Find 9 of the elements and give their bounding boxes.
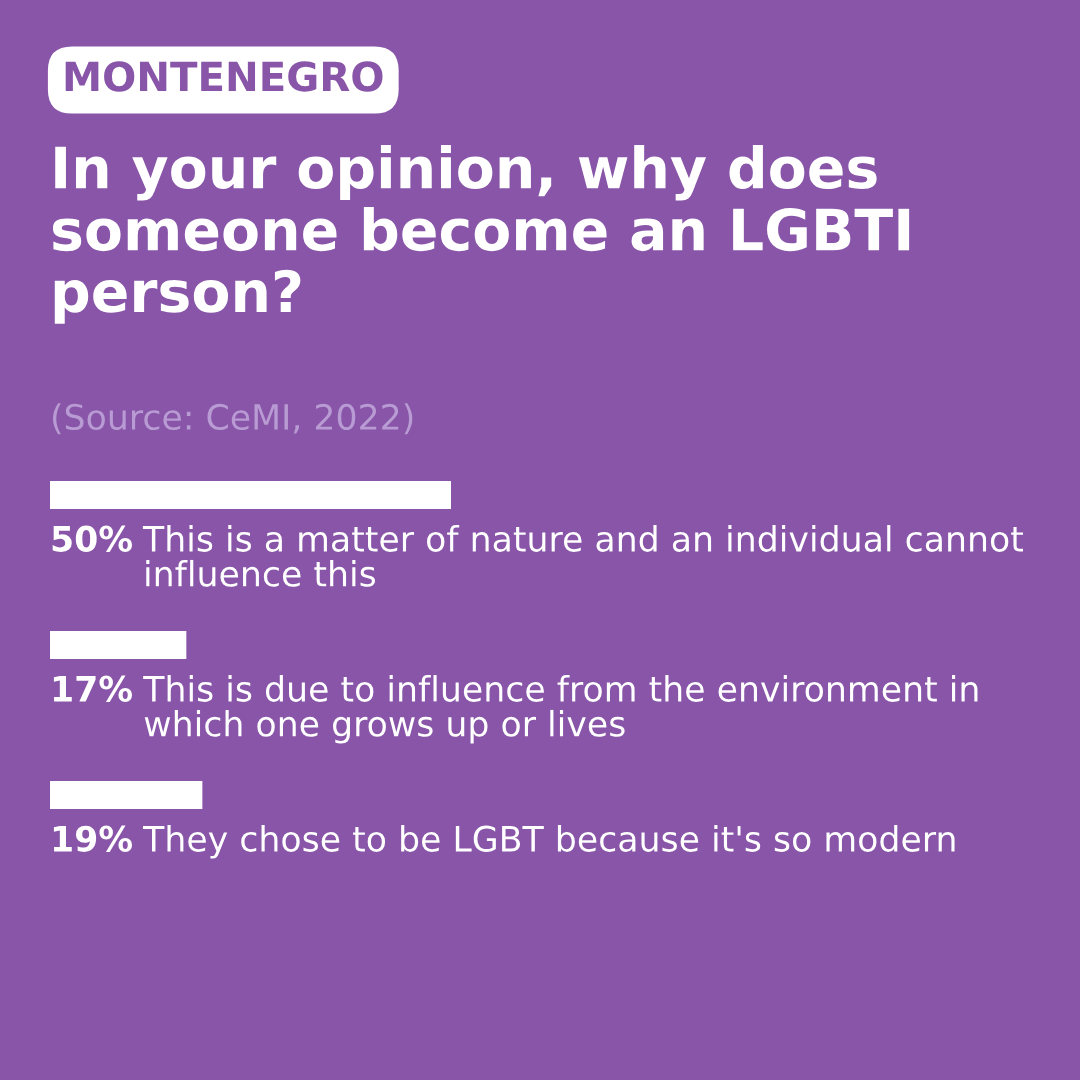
text: (Source: CeMI, 2022) [52,403,413,435]
y-tick-label: They chose to be LGBT because it's so modern [143,825,955,859]
data-label: 19% [53,825,133,852]
y-tick-label: This is a matter of nature and an individual cannot influence this [142,525,1024,587]
y-tick-label: This is due to influence from the environment in which one grows up or lives [143,675,978,744]
chart-title: In your opinion, why does someone become an LGBTI person? [52,145,910,324]
chart-subtitle: MONTENEGRO [65,61,383,92]
data-label: 50% [52,525,133,552]
data-label: 17% [53,675,133,702]
